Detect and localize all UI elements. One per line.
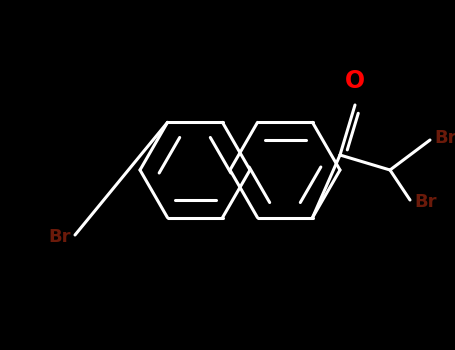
Text: Br: Br [49, 228, 71, 246]
Text: Br: Br [434, 129, 455, 147]
Text: Br: Br [414, 193, 436, 211]
Text: O: O [345, 69, 365, 93]
